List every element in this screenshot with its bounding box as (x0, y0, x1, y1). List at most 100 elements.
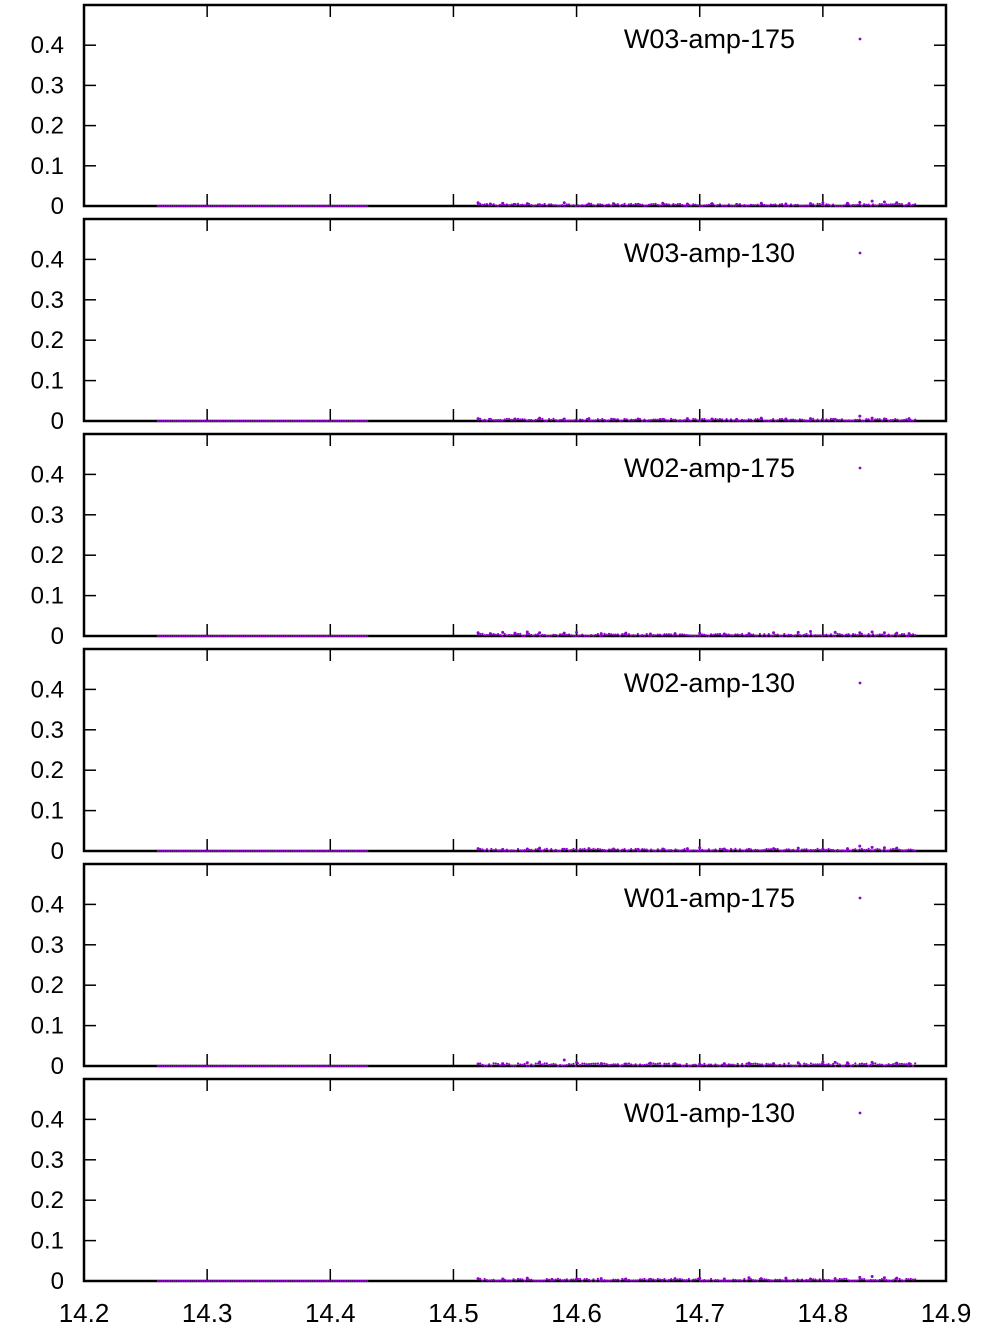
data-point (194, 204, 197, 208)
data-point (672, 849, 675, 853)
data-point (201, 634, 204, 638)
data-point (236, 1064, 240, 1068)
data-point (827, 419, 830, 422)
data-point (800, 634, 804, 637)
data-point (674, 848, 677, 851)
data-point (219, 204, 222, 208)
data-point (725, 1279, 728, 1282)
data-point (214, 849, 217, 853)
data-point (670, 633, 673, 636)
data-point (845, 201, 849, 205)
data-point (772, 418, 775, 421)
data-point (645, 1279, 648, 1282)
data-point (272, 849, 275, 853)
data-point (525, 847, 529, 851)
data-point (843, 634, 846, 637)
data-point (488, 1063, 491, 1066)
data-point (665, 1279, 668, 1282)
data-point (212, 1279, 215, 1283)
data-point (501, 847, 505, 851)
data-point (328, 1279, 331, 1283)
data-point (534, 1279, 537, 1282)
data-point (769, 1063, 773, 1066)
data-point (279, 1064, 282, 1068)
data-point (763, 848, 766, 852)
data-point (703, 1278, 706, 1282)
data-point (230, 419, 233, 423)
data-point (547, 418, 551, 421)
data-point (572, 1062, 575, 1065)
data-point (643, 418, 646, 421)
data-point (190, 1279, 193, 1283)
data-point (612, 202, 616, 206)
data-point (192, 419, 195, 423)
data-point (292, 204, 295, 208)
data-point (483, 418, 486, 421)
data-point (306, 204, 309, 208)
data-point (299, 634, 302, 638)
data-point (752, 203, 755, 207)
data-point (321, 634, 324, 638)
data-point (541, 417, 544, 420)
data-point (727, 203, 730, 206)
data-point (350, 419, 353, 423)
data-point (860, 419, 864, 423)
data-point (652, 634, 655, 637)
data-point (343, 419, 347, 423)
data-point (900, 202, 904, 206)
data-point (895, 201, 899, 205)
data-point (523, 204, 526, 207)
data-point (599, 1277, 603, 1281)
data-point (911, 633, 915, 636)
data-point (774, 1278, 777, 1281)
data-point (210, 1064, 213, 1068)
data-point (521, 418, 524, 421)
data-point (712, 633, 715, 637)
data-point (543, 1279, 546, 1282)
data-point (366, 1064, 369, 1068)
data-point (299, 204, 302, 208)
data-point (840, 1064, 844, 1068)
data-point (547, 849, 551, 852)
data-point (769, 634, 773, 637)
data-point (856, 203, 859, 206)
data-point (554, 1063, 557, 1066)
data-point (865, 1062, 868, 1065)
data-point (596, 418, 599, 421)
data-point (627, 633, 631, 636)
data-point (523, 1279, 526, 1282)
data-point (752, 419, 755, 423)
data-point (283, 419, 286, 423)
data-point (780, 1279, 784, 1282)
data-point (596, 847, 599, 851)
panel-5: 00.10.20.30.4 W01-amp-175 (31, 862, 948, 1080)
data-point (909, 419, 912, 422)
data-point (234, 849, 237, 853)
data-point (214, 419, 217, 423)
data-point (261, 634, 264, 638)
data-point (314, 849, 318, 853)
data-point (519, 632, 522, 635)
data-point (767, 632, 770, 636)
data-point (667, 1062, 671, 1065)
data-point (676, 1063, 679, 1066)
data-point (346, 849, 349, 853)
data-point (528, 418, 531, 422)
data-point (239, 204, 242, 208)
data-point (789, 203, 793, 206)
data-point (907, 848, 910, 851)
data-point (614, 633, 617, 636)
data-point (689, 419, 693, 422)
data-point (194, 634, 197, 638)
data-point (696, 634, 699, 637)
data-point (547, 1278, 551, 1281)
data-point (874, 1279, 877, 1282)
data-point (610, 204, 613, 207)
data-point (201, 419, 204, 423)
data-point (530, 204, 533, 207)
data-point (541, 203, 544, 207)
data-point (187, 1279, 191, 1283)
data-point (887, 1279, 890, 1282)
data-point (816, 202, 819, 205)
data-point (716, 1278, 719, 1282)
